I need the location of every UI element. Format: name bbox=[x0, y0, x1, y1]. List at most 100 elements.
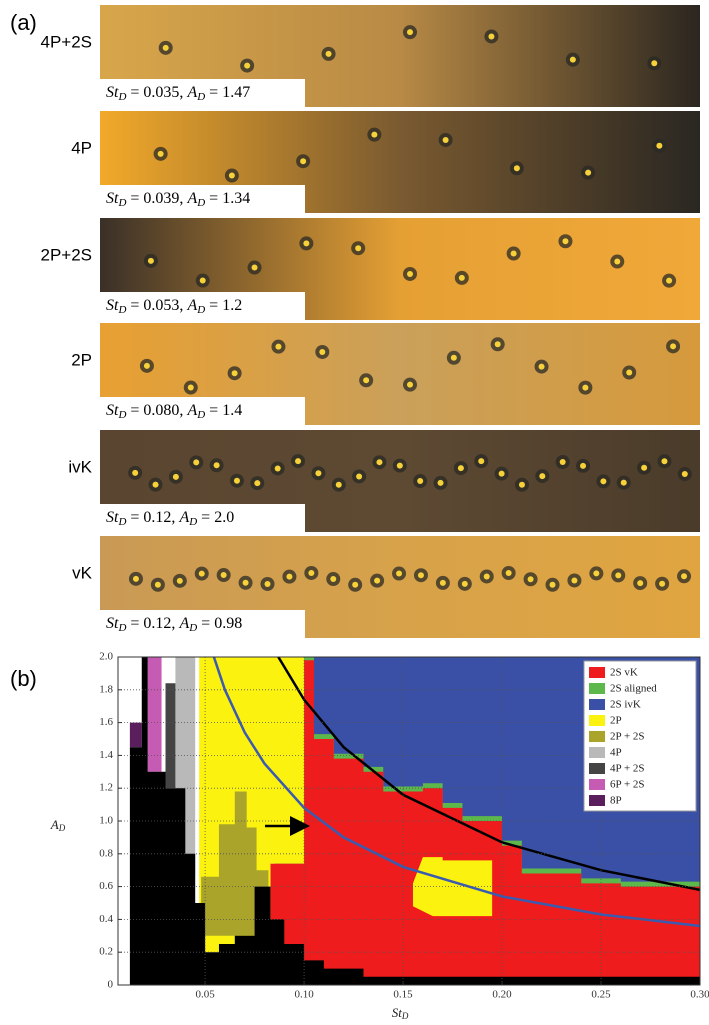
vortex-core bbox=[228, 172, 235, 179]
vortex-core bbox=[527, 576, 534, 583]
caption-subscript: D bbox=[117, 304, 126, 316]
vortex-core bbox=[254, 480, 261, 487]
vortex-core bbox=[242, 579, 249, 586]
legend-label: 4P bbox=[610, 747, 622, 759]
vortex-core bbox=[538, 363, 545, 370]
caption-text: St bbox=[106, 615, 119, 632]
vortex-core bbox=[461, 580, 468, 587]
caption-text: = 2.0 bbox=[197, 509, 234, 526]
region bbox=[165, 683, 176, 789]
y-tick-label: 2.0 bbox=[99, 651, 113, 663]
vortex-core bbox=[355, 245, 362, 252]
legend-swatch bbox=[589, 747, 605, 758]
caption-subscript: D bbox=[117, 622, 126, 634]
vortex-core bbox=[220, 572, 227, 579]
caption: StD = 0.12, AD = 0.98 bbox=[106, 615, 242, 634]
caption-text: St bbox=[106, 84, 119, 101]
vortex-core bbox=[157, 150, 164, 157]
caption-box bbox=[100, 610, 305, 638]
region bbox=[129, 657, 700, 985]
curve bbox=[212, 657, 700, 928]
y-tick-label: 0.4 bbox=[99, 913, 113, 925]
axis-label-subscript: D bbox=[58, 823, 66, 833]
vortex-core bbox=[513, 165, 520, 172]
vortex-core bbox=[143, 362, 150, 369]
x-tick-label: 0.30 bbox=[690, 989, 709, 1001]
legend-swatch bbox=[589, 731, 605, 742]
x-tick-label: 0.05 bbox=[195, 989, 215, 1001]
vortex-core bbox=[275, 343, 282, 350]
vortex-core bbox=[661, 458, 668, 465]
vortex-core bbox=[626, 369, 633, 376]
vortex-core bbox=[335, 481, 342, 488]
vortex-core bbox=[162, 44, 169, 51]
caption-text: St bbox=[106, 190, 119, 207]
vortex-core bbox=[614, 258, 621, 265]
vortex-core bbox=[600, 478, 607, 485]
vortex-core bbox=[193, 459, 200, 466]
x-axis-label: StD bbox=[392, 1005, 409, 1021]
vortex-core bbox=[593, 570, 600, 577]
region bbox=[147, 657, 162, 772]
region bbox=[129, 722, 142, 748]
vortex-core bbox=[264, 580, 271, 587]
vortex-core bbox=[325, 50, 332, 57]
caption-box bbox=[100, 397, 305, 425]
vortex-core bbox=[571, 577, 578, 584]
caption-text: = 0.12, bbox=[126, 509, 179, 526]
vortex-core bbox=[580, 462, 587, 469]
legend-swatch bbox=[589, 699, 605, 710]
caption-text: = 0.039, bbox=[126, 190, 187, 207]
caption-text: = 1.2 bbox=[205, 297, 242, 314]
vortex-core bbox=[319, 348, 326, 355]
caption-text: A bbox=[178, 615, 189, 632]
mode-label: 4P bbox=[71, 138, 92, 157]
vortex-core bbox=[152, 481, 159, 488]
caption-text: = 0.12, bbox=[126, 615, 179, 632]
vortex-core bbox=[286, 573, 293, 580]
vortex-core bbox=[457, 465, 464, 472]
caption-text: A bbox=[186, 402, 197, 419]
legend-label: 8P bbox=[610, 795, 622, 807]
vortex-core bbox=[363, 377, 370, 384]
caption-text: St bbox=[106, 402, 119, 419]
vortex-core bbox=[670, 343, 677, 350]
x-tick-label: 0.15 bbox=[393, 989, 413, 1001]
y-tick-label: 0 bbox=[108, 979, 114, 991]
x-tick-label: 0.20 bbox=[492, 989, 512, 1001]
vortex-core bbox=[274, 465, 281, 472]
caption-text: = 0.035, bbox=[126, 84, 187, 101]
vortex-core bbox=[488, 33, 495, 40]
x-tick-label: 0.10 bbox=[294, 989, 314, 1001]
vortex-core bbox=[651, 60, 658, 67]
vortex-core bbox=[637, 580, 644, 587]
legend-label: 2S ivK bbox=[610, 699, 641, 711]
vortex-core bbox=[396, 570, 403, 577]
vortex-core bbox=[417, 478, 424, 485]
caption-subscript: D bbox=[188, 516, 197, 528]
caption-text: = 0.080, bbox=[126, 402, 187, 419]
legend-label: 2S vK bbox=[610, 667, 638, 679]
vortex-core bbox=[330, 576, 337, 583]
region bbox=[412, 857, 493, 917]
caption-box bbox=[100, 185, 305, 213]
vortex-core bbox=[569, 56, 576, 63]
caption: StD = 0.12, AD = 2.0 bbox=[106, 509, 234, 528]
vortex-core bbox=[439, 579, 446, 586]
vortex-core bbox=[562, 238, 569, 245]
vortex-core bbox=[539, 473, 546, 480]
region bbox=[201, 791, 269, 936]
y-tick-label: 0.8 bbox=[99, 847, 113, 859]
vortex-core bbox=[374, 577, 381, 584]
legend-label: 2P + 2S bbox=[610, 731, 645, 743]
legend-label: 4P + 2S bbox=[610, 763, 645, 775]
legend-swatch bbox=[589, 763, 605, 774]
caption-subscript: D bbox=[196, 304, 205, 316]
vortex-core bbox=[376, 459, 383, 466]
y-tick-label: 0.6 bbox=[99, 880, 113, 892]
y-tick-label: 1.6 bbox=[99, 716, 113, 728]
vortex-core bbox=[295, 458, 302, 465]
vortex-core bbox=[198, 570, 205, 577]
phase-map: 0.05 0.10 0.15 0.20 0.25 0.30 0 0.2 0.4 0.6 0.8 1.0… bbox=[50, 651, 709, 1022]
